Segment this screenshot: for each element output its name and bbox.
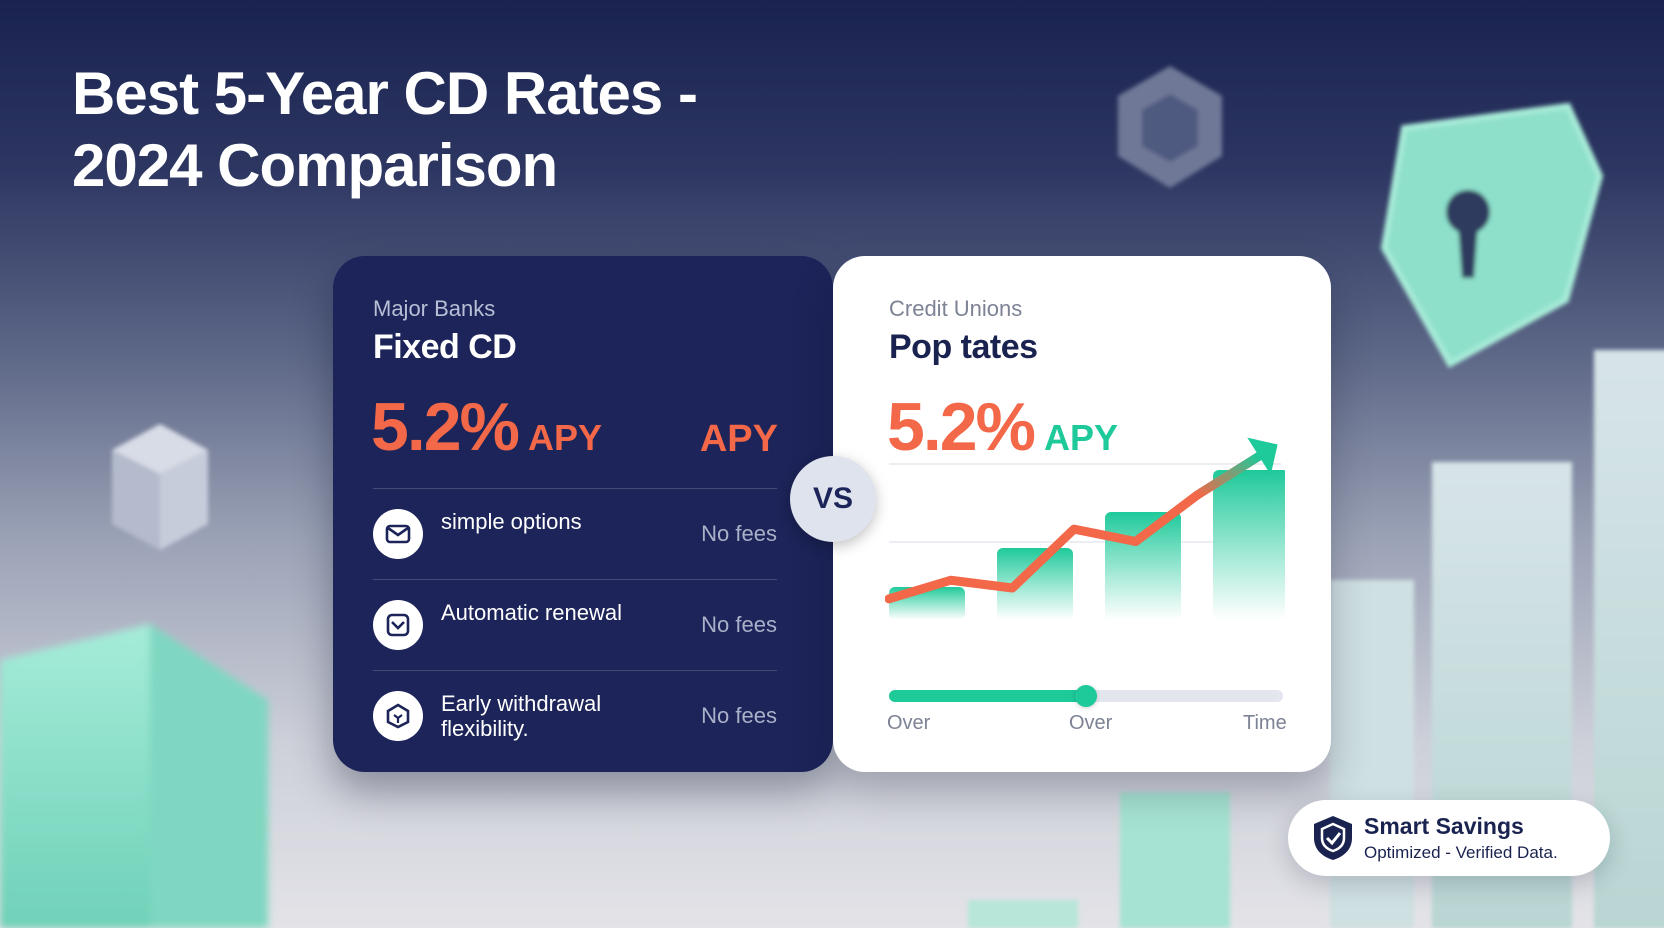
feature-label: Automatic renewal: [441, 600, 622, 625]
rate-value: 5.2%: [887, 389, 1036, 465]
renewal-icon: [373, 600, 423, 650]
card-subtitle: Major Banks: [373, 296, 496, 321]
cube-decoration: [112, 424, 208, 550]
smart-savings-badge: Smart Savings Optimized - Verified Data.: [1288, 800, 1610, 876]
envelope-icon: [373, 509, 423, 559]
feature-value: No fees: [701, 703, 777, 728]
mint-block-decoration: [0, 624, 268, 928]
page-title-line-2: 2024 Comparison: [72, 132, 558, 199]
rate-unit: APY: [1044, 417, 1119, 458]
slider-tick-label: Over: [1069, 712, 1113, 734]
box-icon: [373, 691, 423, 741]
rate-value: 5.2%: [371, 389, 520, 465]
feature-row: Early withdrawal flexibility. No fees: [373, 670, 777, 761]
slider-tick-label: Time: [1243, 712, 1287, 734]
feature-value: No fees: [701, 612, 777, 637]
slider-handle[interactable]: [1075, 685, 1097, 707]
rate-display: 5.2% APY: [371, 388, 602, 466]
slider-fill: [889, 690, 1086, 702]
feature-label: Early withdrawal flexibility.: [441, 691, 602, 741]
chart-bar: [997, 548, 1073, 620]
chart-bar: [1213, 470, 1285, 620]
card-heading: Pop tates: [889, 328, 1038, 366]
page-title-line-1: Best 5-Year CD Rates -: [72, 60, 698, 127]
card-heading: Fixed CD: [373, 328, 517, 366]
apy-label: APY: [699, 418, 778, 460]
chart-arrow-head: [1247, 437, 1278, 475]
vs-badge: VS: [790, 456, 876, 542]
major-banks-card: Major Banks Fixed CD 5.2% APY APY simple …: [333, 256, 833, 772]
feature-row: Automatic renewal No fees: [373, 579, 777, 670]
growth-chart: [885, 384, 1285, 704]
pillar-decorations: [968, 350, 1664, 928]
badge-title: Smart Savings: [1364, 813, 1524, 839]
chart-trend-line: [885, 451, 1264, 604]
shield-lock-decoration: [1380, 102, 1604, 369]
chart-arrow-shaft: [1192, 451, 1264, 500]
slider-tick-label: Over: [887, 712, 931, 734]
badge-subtitle: Optimized - Verified Data.: [1364, 843, 1558, 862]
growth-chart-svg: [885, 437, 1285, 620]
time-slider[interactable]: [889, 685, 1283, 707]
feature-value: No fees: [701, 521, 777, 546]
credit-unions-card: Credit Unions Pop tates 5.2% APY Over Ove…: [833, 256, 1331, 772]
rate-unit: APY: [528, 417, 603, 458]
feature-list: simple options No fees Automatic renewal…: [373, 488, 777, 761]
hexagon-decoration: [1118, 66, 1222, 188]
shield-check-icon: [1314, 816, 1352, 860]
chart-bar: [1105, 512, 1181, 620]
feature-label: simple options: [441, 509, 582, 534]
rate-display: 5.2% APY: [887, 388, 1118, 466]
feature-row: simple options No fees: [373, 488, 777, 579]
card-subtitle: Credit Unions: [889, 296, 1023, 321]
page-title: Best 5-Year CD Rates - 2024 Comparison: [72, 58, 792, 202]
